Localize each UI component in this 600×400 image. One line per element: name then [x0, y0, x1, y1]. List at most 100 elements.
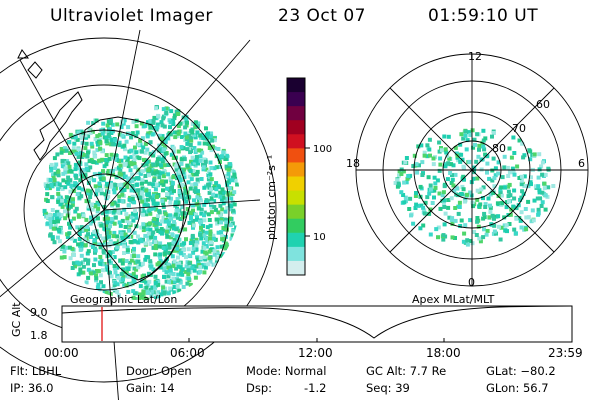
image-pixel [60, 164, 65, 169]
image-pixel [108, 224, 112, 229]
image-pixel [110, 129, 115, 134]
image-pixel [204, 244, 209, 248]
image-pixel [162, 290, 167, 295]
image-pixel [93, 241, 98, 246]
image-pixel [470, 200, 475, 205]
image-pixel [474, 233, 479, 237]
image-pixel [201, 224, 206, 228]
image-pixel [115, 203, 120, 208]
gain-info: Gain: 14 [126, 381, 175, 395]
image-pixel [167, 118, 172, 123]
image-pixel [81, 270, 86, 275]
image-pixel [195, 195, 200, 200]
image-pixel [145, 227, 150, 232]
image-pixel [221, 226, 226, 230]
image-pixel [428, 232, 433, 237]
image-pixel [218, 190, 223, 195]
image-pixel [229, 196, 234, 201]
image-pixel [76, 214, 81, 219]
image-pixel [177, 228, 182, 233]
image-pixel [512, 227, 517, 232]
image-pixel [116, 275, 121, 280]
image-pixel [477, 143, 482, 148]
image-pixel [58, 202, 63, 207]
image-pixel [450, 216, 455, 221]
image-pixel [69, 184, 74, 188]
image-pixel [134, 150, 139, 155]
image-pixel [117, 140, 122, 145]
image-pixel [174, 167, 179, 172]
image-pixel [162, 265, 167, 270]
image-pixel [143, 241, 148, 246]
image-pixel [172, 189, 176, 194]
image-pixel [151, 206, 156, 211]
image-pixel [116, 165, 121, 170]
image-pixel [395, 184, 400, 189]
image-pixel [126, 203, 131, 208]
image-pixel [81, 260, 85, 264]
image-pixel [120, 199, 125, 203]
image-pixel [183, 269, 188, 274]
image-pixel [475, 188, 480, 193]
image-pixel [84, 162, 89, 167]
image-pixel [81, 264, 86, 269]
xtick-1800: 18:00 [426, 346, 461, 360]
image-pixel [233, 178, 238, 183]
image-pixel [490, 134, 494, 139]
image-pixel [193, 125, 198, 130]
image-pixel [156, 282, 161, 287]
image-pixel [118, 258, 123, 263]
image-pixel [141, 291, 146, 296]
image-pixel [211, 236, 216, 241]
image-pixel [511, 204, 516, 209]
image-pixel [518, 197, 523, 202]
image-pixel [153, 295, 158, 300]
image-pixel [225, 217, 230, 222]
image-pixel [49, 225, 54, 230]
image-pixel [146, 235, 151, 240]
image-pixel [166, 163, 171, 167]
image-pixel [92, 238, 97, 242]
image-pixel [122, 207, 127, 212]
image-pixel [479, 187, 484, 192]
image-pixel [215, 251, 220, 256]
image-pixel [443, 147, 448, 152]
image-pixel [449, 181, 454, 185]
image-pixel [203, 200, 208, 205]
image-pixel [482, 215, 487, 220]
image-pixel [504, 205, 509, 210]
image-pixel [509, 155, 514, 160]
image-pixel [194, 264, 199, 269]
image-pixel [169, 152, 174, 157]
image-pixel [191, 246, 196, 251]
image-pixel [154, 195, 159, 199]
image-pixel [169, 109, 174, 114]
colorbar [287, 78, 305, 276]
image-pixel [218, 254, 223, 259]
image-pixel [477, 147, 481, 152]
image-pixel [533, 184, 538, 189]
image-pixel [96, 202, 101, 207]
image-pixel [213, 193, 218, 198]
image-pixel [89, 235, 93, 239]
image-pixel [128, 168, 133, 173]
image-pixel [438, 156, 443, 161]
image-pixel [219, 244, 224, 249]
image-pixel [106, 216, 110, 221]
image-pixel [139, 121, 144, 126]
image-pixel [118, 163, 123, 168]
coastline [79, 116, 191, 281]
image-pixel [162, 147, 166, 152]
image-pixel [201, 165, 206, 170]
image-pixel [98, 137, 103, 142]
image-pixel [195, 169, 200, 174]
image-pixel [145, 193, 150, 197]
image-pixel [150, 285, 155, 290]
image-pixel [161, 174, 166, 179]
image-pixel [159, 227, 164, 231]
image-pixel [64, 148, 69, 153]
image-pixel [93, 248, 98, 253]
image-pixel [230, 233, 235, 238]
image-pixel [111, 210, 116, 215]
image-pixel [99, 187, 104, 192]
